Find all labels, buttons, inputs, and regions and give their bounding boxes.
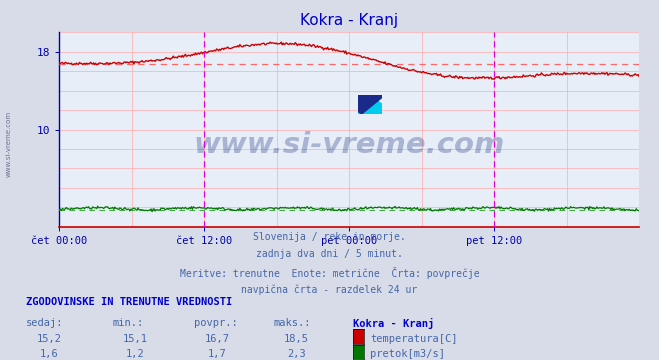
- Text: sedaj:: sedaj:: [26, 318, 64, 328]
- Text: 1,7: 1,7: [208, 349, 227, 359]
- Text: temperatura[C]: temperatura[C]: [370, 334, 458, 344]
- Text: zadnja dva dni / 5 minut.: zadnja dva dni / 5 minut.: [256, 249, 403, 260]
- Text: navpična črta - razdelek 24 ur: navpična črta - razdelek 24 ur: [241, 284, 418, 294]
- Text: 1,2: 1,2: [126, 349, 144, 359]
- Text: 15,2: 15,2: [37, 334, 62, 344]
- Text: min.:: min.:: [112, 318, 143, 328]
- Text: www.si-vreme.com: www.si-vreme.com: [5, 111, 12, 177]
- Text: www.si-vreme.com: www.si-vreme.com: [194, 131, 505, 159]
- Text: maks.:: maks.:: [273, 318, 311, 328]
- Text: 16,7: 16,7: [205, 334, 230, 344]
- Text: 18,5: 18,5: [284, 334, 309, 344]
- Text: 15,1: 15,1: [123, 334, 148, 344]
- Polygon shape: [358, 95, 382, 114]
- Text: povpr.:: povpr.:: [194, 318, 238, 328]
- Text: Meritve: trenutne  Enote: metrične  Črta: povprečje: Meritve: trenutne Enote: metrične Črta: …: [180, 267, 479, 279]
- Text: ZGODOVINSKE IN TRENUTNE VREDNOSTI: ZGODOVINSKE IN TRENUTNE VREDNOSTI: [26, 297, 233, 307]
- Text: 2,3: 2,3: [287, 349, 306, 359]
- Title: Kokra - Kranj: Kokra - Kranj: [301, 13, 398, 28]
- Polygon shape: [358, 95, 382, 114]
- Text: 1,6: 1,6: [40, 349, 59, 359]
- Text: pretok[m3/s]: pretok[m3/s]: [370, 349, 445, 359]
- Polygon shape: [358, 95, 370, 104]
- Text: Slovenija / reke in morje.: Slovenija / reke in morje.: [253, 232, 406, 242]
- Text: Kokra - Kranj: Kokra - Kranj: [353, 318, 434, 329]
